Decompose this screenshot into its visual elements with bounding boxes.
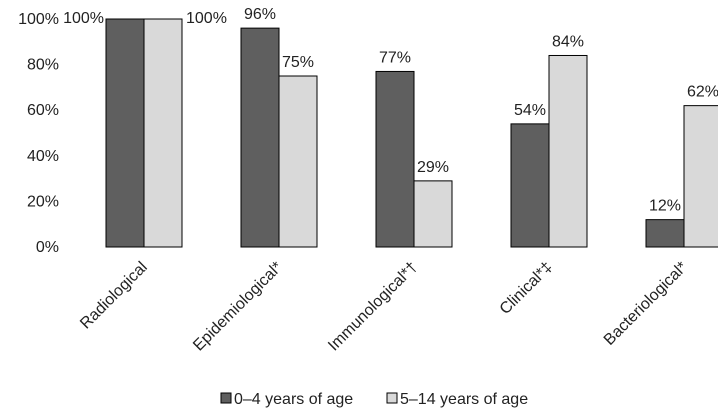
legend-label: 5–14 years of age — [400, 391, 528, 408]
value-label: 84% — [552, 33, 584, 50]
value-label: 96% — [244, 6, 276, 23]
bar-age-5-14 — [548, 54, 588, 248]
x-category-label: Immunological*† — [325, 259, 421, 355]
bar-age-0-4 — [375, 70, 415, 248]
legend-label: 0–4 years of age — [234, 391, 353, 408]
bar-age-5-14 — [683, 105, 718, 248]
y-tick-label: 0% — [36, 239, 59, 256]
x-axis-labels: Radiological Epidemiological* Immunologica… — [77, 259, 691, 355]
y-tick-label: 60% — [27, 102, 59, 119]
legend-swatch — [386, 392, 398, 404]
bars — [105, 18, 718, 248]
value-labels: 100% 100% 96% 75% 77% 29% 54% 84% 12% 62% — [63, 6, 718, 215]
x-category-label: Clinical*‡ — [497, 259, 556, 318]
y-axis: 0% 20% 40% 60% 80% 100% — [18, 11, 59, 256]
value-label: 12% — [649, 198, 681, 215]
value-label: 77% — [379, 49, 411, 66]
y-tick-label: 100% — [18, 11, 59, 28]
y-tick-label: 40% — [27, 148, 59, 165]
x-category-label: Bacteriological* — [601, 259, 691, 349]
x-category-label: Radiological — [77, 259, 151, 333]
value-label: 100% — [186, 10, 227, 27]
bar-age-5-14 — [413, 180, 453, 248]
legend-swatch — [220, 392, 232, 404]
value-label: 29% — [417, 159, 449, 176]
value-label: 100% — [63, 10, 104, 27]
bar-age-0-4 — [645, 219, 685, 248]
x-category-label: Epidemiological* — [190, 259, 286, 355]
value-label: 75% — [282, 54, 314, 71]
bar-age-0-4 — [105, 18, 145, 248]
legend: 0–4 years of age 5–14 years of age — [220, 391, 528, 408]
y-tick-label: 80% — [27, 57, 59, 74]
bar-age-0-4 — [240, 27, 280, 248]
value-label: 62% — [687, 84, 718, 101]
value-label: 54% — [514, 102, 546, 119]
y-tick-label: 20% — [27, 193, 59, 210]
bar-age-5-14 — [278, 75, 318, 248]
bar-age-5-14 — [143, 18, 183, 248]
bar-age-0-4 — [510, 123, 550, 248]
